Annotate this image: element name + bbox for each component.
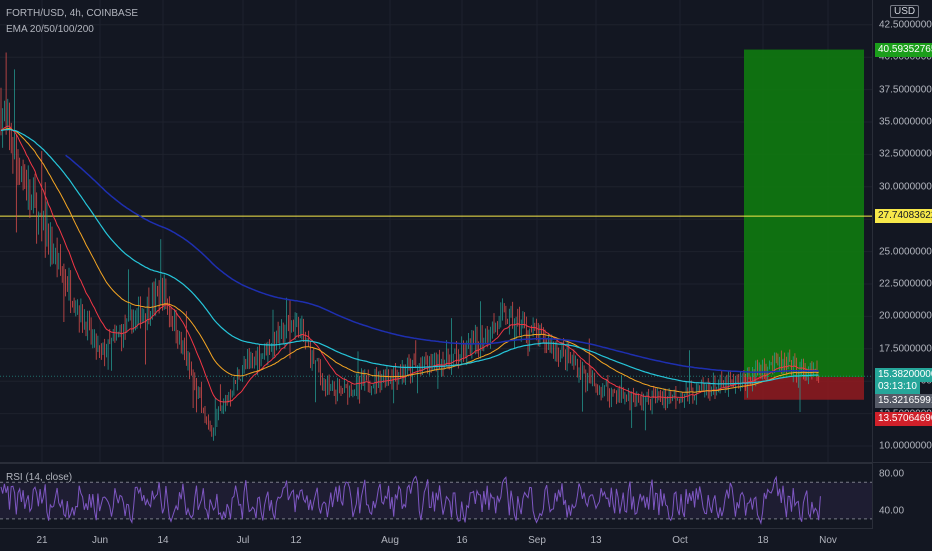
rsi-band bbox=[0, 482, 872, 519]
rsi-axis[interactable]: 80.00 40.00 bbox=[872, 462, 932, 529]
target-zone bbox=[744, 49, 864, 378]
price-tick: 42.50000000 bbox=[879, 19, 932, 31]
price-tick: 22.50000000 bbox=[879, 278, 932, 290]
time-tick: Nov bbox=[819, 535, 837, 546]
price-tick: 40.00000000 bbox=[879, 51, 932, 63]
symbol-title[interactable]: FORTH/USD, 4h, COINBASE bbox=[6, 8, 139, 19]
hline-price-badge: 27.74083622 bbox=[875, 209, 932, 224]
price-tick: 37.50000000 bbox=[879, 84, 932, 96]
time-tick: Oct bbox=[672, 535, 688, 546]
stop-zone bbox=[744, 377, 864, 400]
price-chart[interactable] bbox=[0, 0, 872, 462]
time-axis[interactable]: 21 Jun 14 Jul 12 Aug 16 Sep 13 Oct 18 Nov bbox=[0, 528, 872, 551]
ema-legend[interactable]: EMA 20/50/100/200 bbox=[6, 24, 94, 35]
time-tick: 21 bbox=[36, 535, 48, 546]
pane-separator[interactable] bbox=[0, 462, 872, 464]
price-tick: 17.50000000 bbox=[879, 343, 932, 355]
time-tick: 13 bbox=[590, 535, 602, 546]
price-tick: 10.00000000 bbox=[879, 440, 932, 452]
target-price-badge: 40.59352765 bbox=[875, 42, 932, 57]
rsi-line bbox=[0, 475, 821, 526]
time-tick: Jul bbox=[236, 535, 250, 546]
last-price-badge: 15.38200000 bbox=[875, 368, 932, 382]
currency-label[interactable]: USD bbox=[890, 5, 920, 18]
rsi-pane[interactable] bbox=[0, 464, 872, 528]
rsi-legend[interactable]: RSI (14, close) bbox=[6, 472, 73, 483]
time-tick: 18 bbox=[757, 535, 769, 546]
stop-price-badge: 13.57064690 bbox=[875, 412, 932, 426]
price-tick: 25.00000000 bbox=[879, 246, 932, 258]
price-tick: 30.00000000 bbox=[879, 181, 932, 193]
time-tick: 16 bbox=[456, 535, 468, 546]
time-tick: Jun bbox=[91, 535, 109, 546]
entry-price-badge: 15.32165991 bbox=[875, 394, 932, 408]
ema100-line bbox=[0, 128, 819, 385]
price-tick: 35.00000000 bbox=[879, 116, 932, 128]
rsi-tick: 40.00 bbox=[879, 505, 905, 517]
time-tick: Aug bbox=[381, 535, 399, 546]
ema20-line bbox=[0, 125, 819, 403]
countdown-badge: 03:13:10 bbox=[875, 380, 920, 394]
ema200-line bbox=[65, 154, 819, 373]
price-axis[interactable]: USD 42.50000000 40.00000000 37.50000000 35.… bbox=[872, 0, 932, 462]
price-tick: 20.00000000 bbox=[879, 310, 932, 322]
ema50-line bbox=[0, 128, 819, 393]
time-tick: 14 bbox=[157, 535, 169, 546]
time-tick: Sep bbox=[528, 535, 546, 546]
time-tick: 12 bbox=[290, 535, 302, 546]
price-tick: 32.50000000 bbox=[879, 148, 932, 160]
rsi-tick: 80.00 bbox=[879, 468, 905, 480]
